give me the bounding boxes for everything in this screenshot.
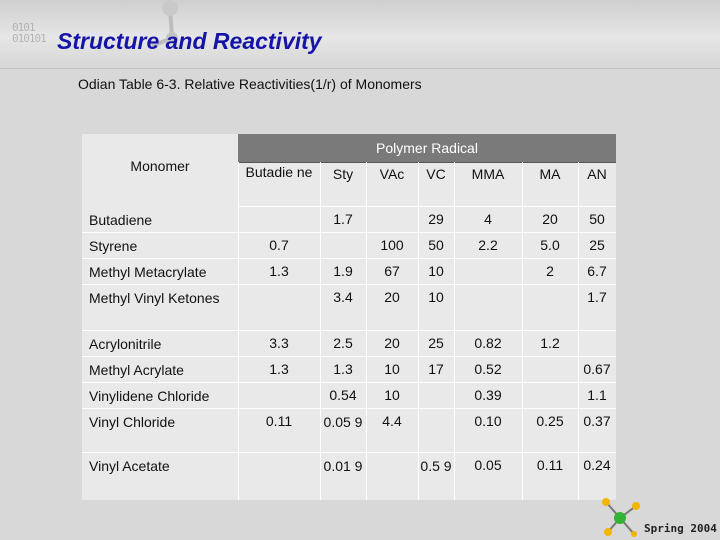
column-header-3: VC (426, 166, 446, 182)
table-cell: 50 (428, 237, 444, 253)
table-cell: 25 (428, 335, 444, 351)
column-header-6: AN (587, 166, 607, 182)
binary-decoration: 0101 010101 (12, 21, 47, 45)
column-divider (454, 162, 455, 500)
table-cell: 100 (380, 237, 404, 253)
column-header-0: Butadie ne (245, 164, 313, 180)
table-cell: 0.24 (583, 457, 611, 473)
table-cell: 2.5 (333, 335, 353, 351)
table-cell: 10 (384, 361, 400, 377)
table-cell: 4 (484, 211, 492, 227)
table-header-band (238, 134, 616, 163)
table-cell: 0.11 (536, 457, 564, 473)
title-band (0, 0, 720, 69)
table-cell: 0.52 (474, 361, 502, 377)
table-cell: 1.1 (587, 387, 607, 403)
table-cell: 3.4 (333, 289, 353, 305)
table-cell: 1.2 (540, 335, 560, 351)
table-cell: 17 (428, 361, 444, 377)
column-divider (418, 162, 419, 500)
table-cell: 0.01 9 (323, 458, 363, 474)
column-divider (522, 162, 523, 500)
row-header: Monomer (130, 158, 190, 174)
table-cell: 0.54 (329, 387, 357, 403)
table-caption: Odian Table 6-3. Relative Reactivities(1… (78, 76, 422, 92)
row-label: Styrene (89, 238, 138, 254)
column-divider (578, 162, 579, 500)
column-header-4: MMA (471, 166, 505, 182)
table-cell: 29 (428, 211, 444, 227)
table-cell: 0.67 (583, 361, 611, 377)
table-cell: 1.3 (269, 361, 289, 377)
row-divider (82, 408, 616, 409)
table-cell: 10 (428, 263, 444, 279)
table-cell: 4.4 (382, 413, 402, 429)
table-cell: 6.7 (587, 263, 607, 279)
table-cell: 20 (384, 335, 400, 351)
row-divider (238, 206, 616, 207)
column-header-1: Sty (332, 166, 354, 182)
row-label: Methyl Metacrylate (89, 264, 207, 280)
column-divider (366, 162, 367, 500)
table-cell: 1.9 (333, 263, 353, 279)
column-header-5: MA (539, 166, 561, 182)
reactivity-table: Polymer Radical Monomer Butadie ne Sty VAc… (82, 134, 616, 500)
row-divider (82, 330, 616, 331)
table-cell: 3.3 (269, 335, 289, 351)
table-cell: 67 (384, 263, 400, 279)
table-cell: 1.7 (333, 211, 353, 227)
table-cell: 10 (428, 289, 444, 305)
table-cell: 1.3 (333, 361, 353, 377)
table-cell: 50 (589, 211, 605, 227)
table-cell: 1.7 (587, 289, 607, 305)
row-label: Butadiene (89, 212, 153, 228)
row-label: Vinyl Chloride (89, 414, 176, 430)
table-cell: 20 (542, 211, 558, 227)
row-label: Vinylidene Chloride (89, 388, 210, 404)
row-label: Vinyl Acetate (89, 458, 170, 474)
group-header: Polymer Radical (376, 140, 478, 156)
molecule-icon (151, 0, 178, 48)
table-cell: 0.5 9 (420, 458, 452, 474)
column-divider (238, 162, 239, 500)
row-label: Methyl Vinyl Ketones (89, 290, 220, 306)
row-divider (82, 258, 616, 259)
table-cell: 0.05 9 (323, 414, 363, 430)
table-cell: 0.7 (269, 237, 289, 253)
row-divider (82, 284, 616, 285)
table-cell: 1.3 (269, 263, 289, 279)
column-divider (320, 162, 321, 500)
row-label: Acrylonitrile (89, 336, 162, 352)
table-cell: 2.2 (478, 237, 498, 253)
row-divider (82, 232, 616, 233)
table-cell: 0.10 (474, 413, 502, 429)
table-cell: 0.25 (536, 413, 564, 429)
table-cell: 0.82 (474, 335, 502, 351)
row-divider (82, 452, 616, 453)
table-cell: 0.39 (474, 387, 502, 403)
table-cell: 20 (384, 289, 400, 305)
table-cell: 10 (384, 387, 400, 403)
molecule-icon-footer (602, 498, 640, 537)
table-cell: 25 (589, 237, 605, 253)
row-divider (82, 382, 616, 383)
footer-date: Spring 2004 (644, 522, 717, 535)
column-header-2: VAc (379, 166, 405, 182)
row-divider (82, 356, 616, 357)
row-label: Methyl Acrylate (89, 362, 184, 378)
table-cell: 0.37 (583, 413, 611, 429)
slide-title: Structure and Reactivity (57, 28, 322, 54)
table-cell: 2 (546, 263, 554, 279)
table-cell: 0.11 (265, 413, 293, 429)
table-cell: 0.05 (474, 457, 502, 473)
table-cell: 5.0 (540, 237, 560, 253)
